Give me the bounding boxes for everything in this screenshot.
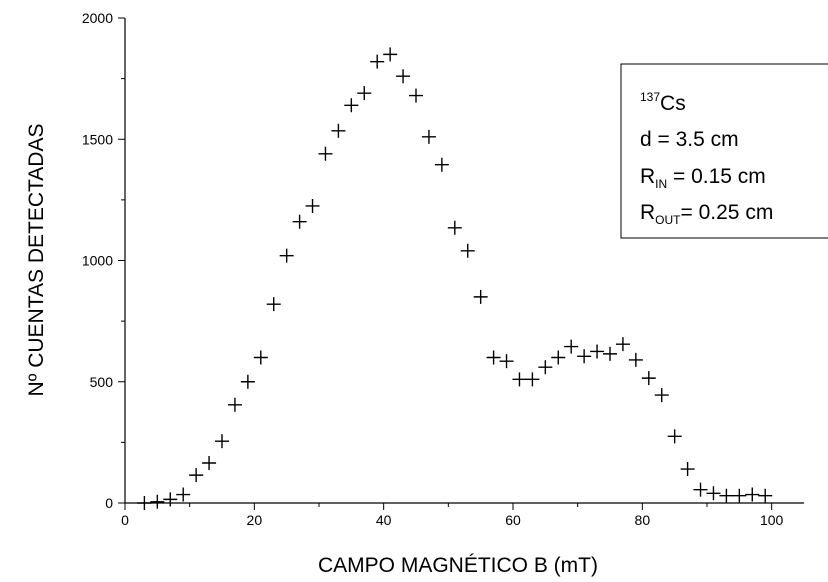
- data-point: [189, 468, 204, 483]
- data-point: [421, 129, 436, 144]
- data-point: [719, 488, 734, 503]
- data-point: [409, 88, 423, 103]
- data-point: [176, 487, 191, 502]
- data-point: [693, 482, 708, 497]
- data-point: [370, 54, 385, 69]
- data-point: [512, 372, 527, 387]
- data-points: [137, 47, 773, 510]
- y-axis-title: Nº CUENTAS DETECTADAS: [25, 124, 48, 397]
- data-point: [253, 350, 268, 365]
- data-point: [667, 429, 682, 444]
- legend-r-in-sub: IN: [655, 177, 667, 191]
- legend-isotope-mass: 137: [640, 90, 660, 104]
- data-point: [538, 360, 553, 375]
- x-tick-label: 20: [247, 512, 263, 528]
- data-point: [305, 198, 320, 213]
- y-tick-label: 1500: [82, 131, 113, 147]
- data-point: [525, 372, 540, 387]
- legend-r-in-main: R: [640, 165, 655, 188]
- data-point: [590, 344, 605, 359]
- data-point: [240, 374, 255, 389]
- data-point: [357, 86, 372, 101]
- data-point: [641, 371, 656, 386]
- legend-isotope: 137Cs: [640, 90, 686, 115]
- data-point: [331, 123, 346, 138]
- legend-r-out-main: R: [640, 201, 655, 224]
- legend-r-in: RIN = 0.15 cm: [640, 165, 766, 191]
- data-point: [227, 397, 242, 412]
- data-point: [603, 346, 617, 361]
- legend-isotope-symbol: Cs: [660, 92, 686, 115]
- data-point: [654, 388, 669, 403]
- data-point: [564, 339, 579, 354]
- data-point: [396, 69, 411, 84]
- data-point: [202, 455, 217, 470]
- data-point: [628, 352, 643, 367]
- y-tick-label: 0: [105, 495, 113, 511]
- data-point: [318, 146, 333, 161]
- x-tick-label: 40: [376, 512, 392, 528]
- x-tick-label: 60: [505, 512, 521, 528]
- x-tick-label: 100: [760, 512, 784, 528]
- data-point: [383, 47, 398, 62]
- data-point: [137, 496, 152, 510]
- data-point: [150, 494, 165, 509]
- legend-distance: d = 3.5 cm: [640, 128, 739, 151]
- y-tick-label: 2000: [82, 10, 113, 26]
- legend-r-out-sub: OUT: [655, 213, 681, 227]
- data-point: [551, 350, 566, 365]
- data-point: [615, 337, 630, 352]
- data-point: [499, 354, 514, 369]
- data-point: [577, 349, 592, 364]
- y-tick-label: 1000: [82, 253, 113, 269]
- legend-box: 137Cs d = 3.5 cm RIN = 0.15 cm ROUT= 0.2…: [620, 63, 828, 239]
- data-point: [758, 488, 773, 503]
- data-point: [292, 214, 307, 229]
- x-tick-label: 0: [121, 512, 129, 528]
- x-tick-label: 80: [635, 512, 651, 528]
- data-point: [745, 487, 760, 502]
- data-point: [680, 462, 695, 477]
- data-point: [215, 434, 229, 449]
- data-point: [447, 220, 462, 235]
- legend-r-out: ROUT= 0.25 cm: [640, 201, 773, 227]
- data-point: [266, 297, 281, 312]
- data-point: [486, 350, 501, 365]
- data-point: [473, 289, 488, 304]
- x-axis-title: CAMPO MAGNÉTICO B (mT): [318, 554, 598, 577]
- legend-r-in-value: = 0.15 cm: [667, 165, 766, 188]
- data-point: [460, 243, 475, 258]
- data-point: [434, 157, 449, 172]
- data-point: [279, 248, 294, 263]
- data-point: [344, 98, 359, 113]
- data-point: [732, 488, 747, 503]
- y-tick-label: 500: [90, 374, 114, 390]
- data-point: [706, 486, 721, 501]
- legend-r-out-value: = 0.25 cm: [681, 201, 774, 224]
- data-point: [163, 492, 178, 507]
